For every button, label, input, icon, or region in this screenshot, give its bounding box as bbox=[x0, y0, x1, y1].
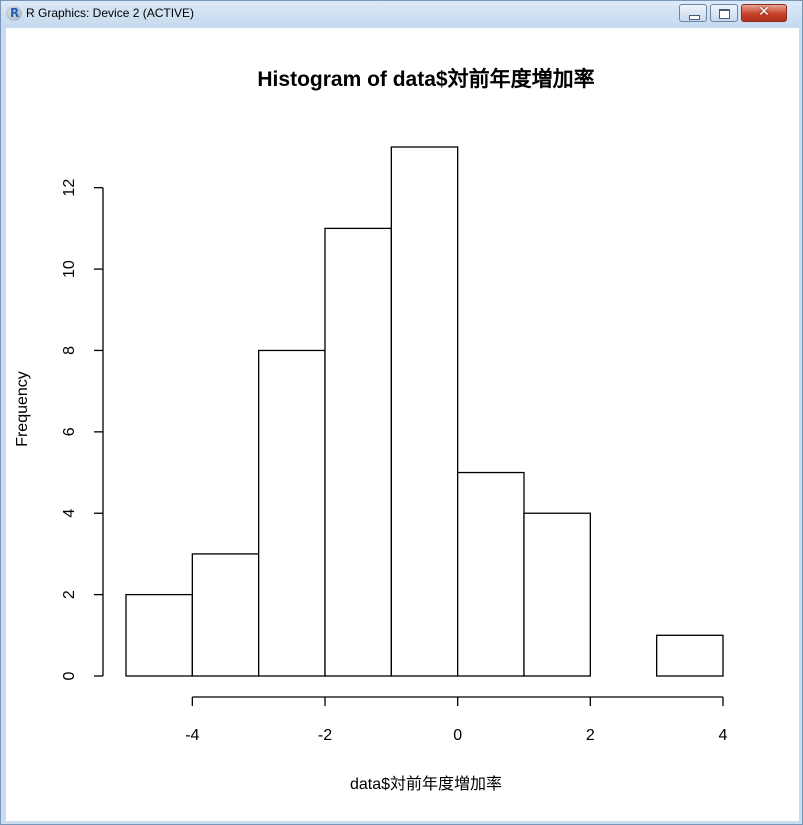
window-title: R Graphics: Device 2 (ACTIVE) bbox=[26, 6, 195, 20]
x-tick-label: -4 bbox=[185, 727, 199, 744]
histogram-chart: Histogram of data$対前年度増加率 data$対前年度増加率 F… bbox=[14, 67, 728, 793]
histogram-bar bbox=[191, 553, 260, 677]
title-bar[interactable]: R R Graphics: Device 2 (ACTIVE) ✕ bbox=[1, 1, 802, 27]
y-tick-label: 2 bbox=[61, 590, 78, 599]
x-axis-label: data$対前年度増加率 bbox=[350, 775, 502, 793]
x-tick-label: 2 bbox=[586, 727, 595, 744]
y-axis-label: Frequency bbox=[14, 371, 31, 447]
y-tick-label: 8 bbox=[61, 346, 78, 355]
maximize-icon bbox=[719, 9, 730, 19]
y-tick-label: 6 bbox=[61, 427, 78, 436]
histogram-bar bbox=[656, 634, 724, 677]
histogram-bar bbox=[324, 227, 392, 677]
close-icon: ✕ bbox=[758, 4, 770, 20]
x-tick-label: -2 bbox=[318, 727, 332, 744]
plot-area: Histogram of data$対前年度増加率 data$対前年度増加率 F… bbox=[6, 28, 799, 821]
maximize-button[interactable] bbox=[710, 4, 738, 22]
bars-group bbox=[125, 146, 724, 677]
histogram-bar bbox=[457, 471, 525, 677]
x-axis: -4 -2 0 2 4 bbox=[185, 696, 728, 744]
r-logo-icon: R bbox=[6, 6, 22, 21]
y-tick-label: 4 bbox=[61, 509, 78, 518]
close-button[interactable]: ✕ bbox=[741, 4, 787, 22]
histogram-bar bbox=[390, 146, 459, 677]
chart-title: Histogram of data$対前年度増加率 bbox=[257, 67, 594, 91]
x-tick-label: 4 bbox=[719, 727, 728, 744]
y-tick-label: 12 bbox=[61, 179, 78, 197]
y-axis: 0 2 4 6 8 10 12 bbox=[61, 179, 104, 680]
x-tick-label: 0 bbox=[453, 727, 462, 744]
histogram-bar bbox=[125, 593, 193, 677]
histogram-bar bbox=[523, 512, 591, 677]
minimize-button[interactable] bbox=[679, 4, 707, 22]
minimize-icon bbox=[689, 15, 700, 20]
y-tick-label: 10 bbox=[61, 260, 78, 278]
y-tick-label: 0 bbox=[61, 671, 78, 680]
histogram-bar bbox=[258, 349, 326, 677]
